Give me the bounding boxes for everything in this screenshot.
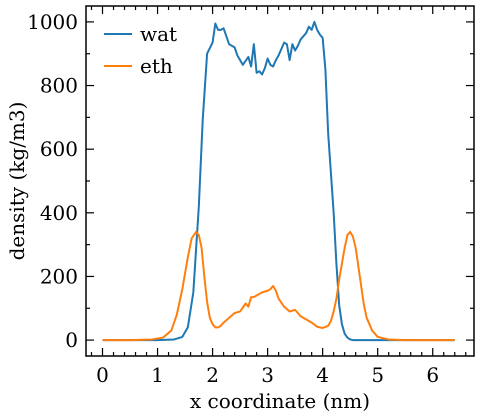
y-tick-label: 600 [40,137,78,161]
x-tick-label: 3 [261,363,274,387]
legend-label-wat: wat [140,22,177,46]
y-tick-label: 1000 [27,10,78,34]
legend-label-eth: eth [140,54,173,78]
axis-tick-labels: 0 1 2 3 4 5 6 0 200 400 600 800 1000 [27,10,439,387]
x-tick-label: 1 [151,363,164,387]
y-tick-label: 200 [40,264,78,288]
x-tick-label: 2 [206,363,219,387]
y-tick-label: 400 [40,201,78,225]
y-tick-label: 0 [65,328,78,352]
axis-ticks [86,6,474,356]
x-tick-label: 5 [371,363,384,387]
y-tick-label: 800 [40,74,78,98]
y-axis-label: density (kg/m3) [5,102,29,261]
plot-lines [102,20,455,342]
x-axis-label: x coordinate (nm) [190,389,370,413]
x-tick-label: 4 [316,363,329,387]
x-tick-label: 6 [426,363,439,387]
x-tick-label: 0 [96,363,109,387]
legend: wat eth [104,22,177,78]
series-line-wat [102,20,455,342]
series-line-eth [102,230,455,342]
